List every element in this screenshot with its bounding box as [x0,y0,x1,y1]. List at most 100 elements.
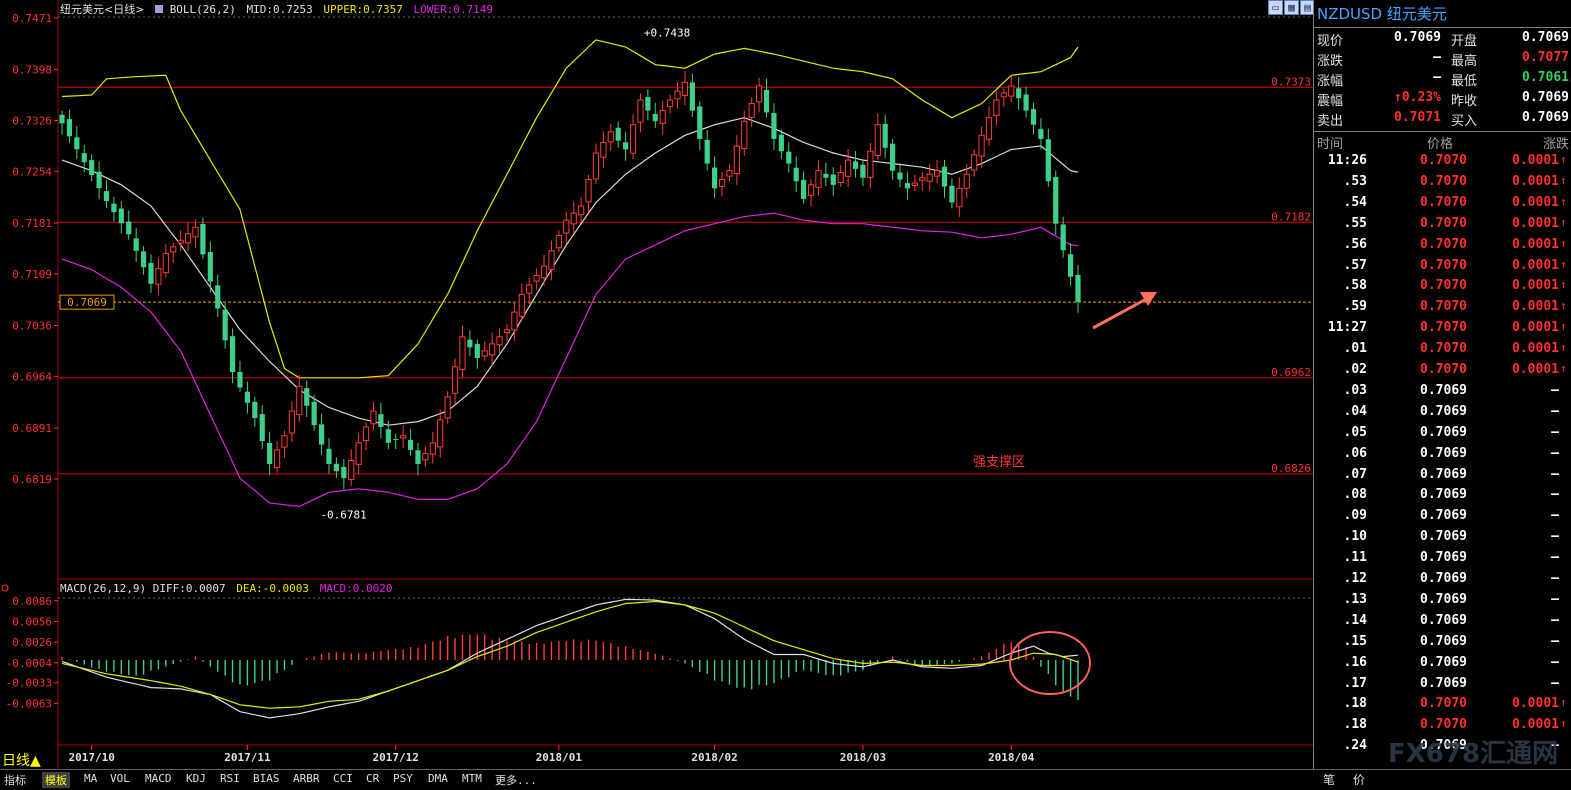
bottom-tab-6[interactable]: RSI [220,772,240,785]
candle-body-up [511,311,518,331]
bottom-tab-14[interactable]: 更多... [495,774,537,787]
candle-body-down [823,173,829,178]
tick-change: 0.0001 [1512,278,1559,294]
candle-body-down [689,82,695,111]
candle-body-down [244,391,251,403]
candle-body-up [926,173,933,182]
grid-icon[interactable]: ▦ [1284,0,1299,15]
up-arrow-icon: ↑ [1560,362,1567,375]
quote-value: 0.7069 [1522,90,1569,105]
candle-body-up [400,435,407,439]
tick-tab-trades[interactable]: 笔 [1323,773,1336,787]
bottom-tab-8[interactable]: ARBR [293,772,320,785]
candle-body-up [355,442,362,465]
symbol-bar: NZDUSD 纽元美元 [1313,0,1571,28]
candle-body-up [192,226,199,238]
tick-row: .57 0.7070 0.0001 ↑ [1313,258,1571,279]
bottom-tab-11[interactable]: PSY [393,772,413,785]
bottom-tab-10[interactable]: CR [366,772,380,785]
candle-body-down [1075,274,1081,303]
candle-body-down [904,183,911,189]
price-tick-label: 0.7326 [12,114,52,127]
candle-body-down [763,89,770,113]
candle-body-down [207,252,213,282]
tick-change: — [1551,654,1559,670]
tick-time: .02 [1343,362,1367,377]
tick-time: .53 [1343,173,1367,189]
candle-body-down [140,251,147,268]
tick-row: .14 0.7069 — [1313,613,1571,634]
quote-label: 昨收 [1451,94,1478,109]
bottom-tab-4[interactable]: MACD [145,772,172,785]
quote-value: 0.7069 [1394,30,1441,45]
candle-body-up [592,152,600,180]
tick-time: .16 [1343,654,1367,670]
tick-change: — [1551,508,1559,524]
candle-body-down [467,339,473,348]
candle-body-up [585,179,592,203]
candle-body-down [407,439,414,450]
candle-body-down [200,223,206,255]
tick-time: .03 [1343,382,1367,398]
candle-body-down [474,343,480,359]
up-arrow-icon: ↑ [1560,696,1567,710]
bottom-tab-9[interactable]: CCI [333,772,353,785]
candle-body-up [659,110,666,124]
candle-body-up [600,141,607,158]
candle-body-down [645,96,651,111]
candle-body-up [437,419,444,448]
grid-layer [54,0,1313,769]
boll-mid-line [61,117,1079,426]
tick-row: .08 0.7069 — [1313,487,1571,508]
candle-body-up [496,336,503,346]
candle-body-up [570,212,577,225]
bottom-tab-1[interactable]: 模板 [42,772,70,788]
tick-time: .01 [1343,341,1367,357]
candle-body-up [1000,92,1007,98]
tick-time: .59 [1343,299,1367,315]
quote-label: 卖出 [1317,114,1344,129]
boll-header: 纽元美元<日线> BOLL(26,2) MID:0.7253 UPPER:0.7… [60,1,493,17]
candle-body-up [184,233,192,244]
bottom-tab-5[interactable]: KDJ [186,772,206,785]
time-tick-label: 2018/01 [536,751,583,764]
crossover-highlight-circle [1009,631,1091,695]
candle-body-down [949,185,955,203]
up-arrow-icon: ↑ [1560,173,1567,187]
bottom-tab-3[interactable]: VOL [110,772,130,785]
tick-price: 0.7069 [1420,529,1467,545]
candle-body-up [837,171,844,184]
quote-row: 涨跌 — 最高 0.7077 [1313,50,1571,70]
restore-icon[interactable]: ▭ [1268,0,1283,15]
candle-body-down [1016,88,1022,99]
candle-body-up [978,134,985,157]
tick-change: — [1551,445,1559,461]
quote-row: 现价 0.7069 开盘 0.7069 [1313,30,1571,50]
bottom-tab-0[interactable]: 指标 [4,774,26,787]
macd-tick-label: -0.0004 [6,657,53,670]
tick-price: 0.7069 [1420,445,1467,461]
period-tab[interactable]: 日线▲ [2,753,41,769]
bottom-tab-13[interactable]: MTM [462,772,482,785]
candle-body-down [89,160,95,176]
bottom-tab-2[interactable]: MA [84,772,98,785]
candle-body-up [748,103,755,119]
annotation-arrow-head [1140,292,1157,306]
candle-body-down [1053,177,1059,224]
price-tick-label: 0.7036 [12,319,52,332]
candle-body-up [518,293,525,317]
bottom-tab-12[interactable]: DMA [428,772,448,785]
tick-time: .17 [1343,675,1367,691]
tick-row: .15 0.7069 — [1313,634,1571,655]
tick-change: 0.0001 [1512,153,1559,168]
quote-value: — [1433,70,1441,85]
quote-value: — [1433,50,1441,65]
tick-tab-price[interactable]: 价 [1353,773,1366,787]
tick-change: 0.0001 [1512,299,1559,315]
layout-icon[interactable]: ▤ [1300,0,1315,15]
tick-price: 0.7070 [1420,153,1467,168]
bottom-tab-7[interactable]: BIAS [253,772,280,785]
tick-change: — [1551,633,1559,649]
tick-price: 0.7070 [1420,194,1467,210]
macd-diff: DIFF:0.0007 [152,582,226,595]
